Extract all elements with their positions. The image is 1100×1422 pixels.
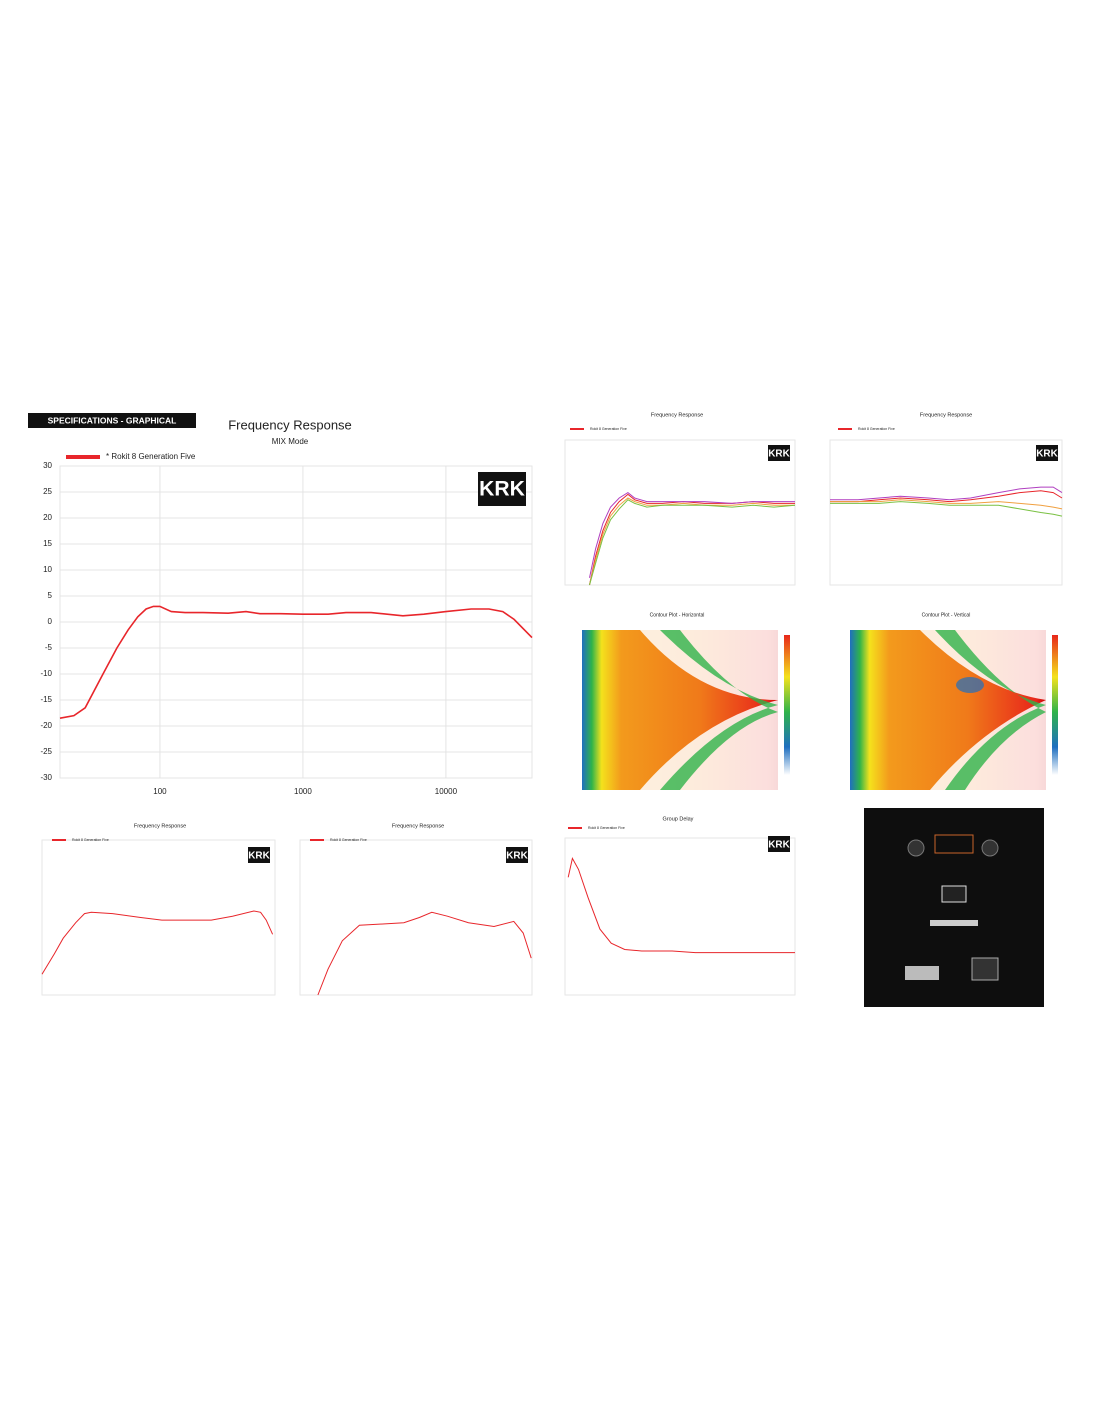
legend-label: * Rokit 8 Generation Five <box>106 452 196 461</box>
series-line <box>589 499 796 586</box>
logo: KRK <box>768 840 790 851</box>
logo-box <box>506 847 528 863</box>
legend-label: Rokit 8 Generation Five <box>72 838 109 842</box>
x-tick-label: 1000 <box>294 787 312 796</box>
y-tick-label: 0 <box>48 617 53 626</box>
logo: KRK <box>768 449 790 460</box>
y-tick-label: 5 <box>48 591 53 600</box>
y-tick-label: -20 <box>40 721 52 730</box>
panel-body <box>864 808 1044 1007</box>
series-line <box>41 910 274 975</box>
contour-vertical: Contour Plot - Vertical <box>850 612 1058 790</box>
plot-area <box>299 839 533 996</box>
series-line <box>317 911 532 996</box>
logo-box <box>768 445 790 461</box>
plot-area <box>829 439 1063 586</box>
series-line <box>567 857 795 954</box>
chart: -30 -25 -20 -15 -10 -5 0 5 10 15 20 25 30 100 1000 1000… <box>40 417 533 796</box>
header-bar <box>28 413 196 428</box>
panel-title: Contour Plot - Horizontal <box>650 612 705 618</box>
panel-title: Contour Plot - Vertical <box>922 612 971 618</box>
logo-box <box>478 472 526 506</box>
logo-box <box>768 836 790 852</box>
plot-area <box>564 837 796 996</box>
y-tick-label: 20 <box>43 513 52 522</box>
contour-horizontal: Contour Plot - Horizontal <box>582 612 790 790</box>
logo: KRK <box>506 851 528 862</box>
chart-title: Frequency Response <box>228 417 352 432</box>
chart-subtitle: MIX Mode <box>272 437 309 446</box>
back-panel-photo <box>864 808 1044 1007</box>
y-tick-label: -5 <box>45 643 53 652</box>
series-line <box>830 486 1063 501</box>
chart: Group Delay KRK Rokit 8 Generation Five <box>564 816 796 996</box>
plot-area <box>564 439 796 586</box>
logo-box <box>248 847 270 863</box>
heatmap-blob <box>956 677 984 693</box>
plot-area <box>41 839 276 996</box>
logo: KRK <box>248 851 270 862</box>
switches <box>934 834 974 854</box>
heatmap-edge <box>640 630 778 790</box>
y-tick-label: -15 <box>40 695 52 704</box>
power-inlet <box>971 957 999 981</box>
legend-label: Rokit 8 Generation Five <box>858 427 895 431</box>
y-tick-label: 25 <box>43 487 52 496</box>
knob <box>907 839 925 857</box>
chart: Frequency Response KRK Rokit 8 Generation … <box>41 823 276 996</box>
header: SPECIFICATIONS - GRAPHICAL <box>48 415 177 425</box>
legend-label: Rokit 8 Generation Five <box>330 838 367 842</box>
series-line <box>589 497 795 586</box>
y-tick-label: 30 <box>43 461 52 470</box>
chart-title: Frequency Response <box>134 823 186 829</box>
y-tick-label: 15 <box>43 539 52 548</box>
y-tick-label: -25 <box>40 747 52 756</box>
chart: Frequency Response KRK Rokit 8 Generation … <box>299 823 533 996</box>
chart-title: Frequency Response <box>392 823 444 829</box>
color-bar <box>784 635 790 775</box>
color-bar <box>1052 635 1058 775</box>
x-tick-label: 100 <box>153 787 167 796</box>
series-line <box>830 499 1063 510</box>
series-line <box>830 501 1063 517</box>
model-plate <box>930 920 978 926</box>
series-line <box>830 490 1063 503</box>
y-tick-label: -30 <box>40 773 52 782</box>
legend-label: Rokit 8 Generation Five <box>590 427 627 431</box>
chart: Frequency Response KRK Rokit 8 Generation … <box>829 412 1063 586</box>
chart-title: Group Delay <box>663 816 694 822</box>
x-tick-label: 10000 <box>435 787 458 796</box>
legend-label: Rokit 8 Generation Five <box>588 826 625 830</box>
knob <box>981 839 999 857</box>
panel-logo <box>941 885 967 903</box>
y-tick-label: 10 <box>43 565 52 574</box>
heatmap-edge <box>920 630 1046 790</box>
chart: Frequency Response KRK Rokit 8 Generation … <box>564 412 796 586</box>
logo: KRK <box>1036 449 1058 460</box>
chart-title: Frequency Response <box>920 412 972 418</box>
series-line <box>59 605 533 719</box>
logo-box <box>1036 445 1058 461</box>
series-line <box>589 491 795 578</box>
label-plate <box>905 966 939 980</box>
chart-title: Frequency Response <box>651 412 703 418</box>
logo: KRK <box>479 478 525 501</box>
y-tick-label: -10 <box>40 669 52 678</box>
